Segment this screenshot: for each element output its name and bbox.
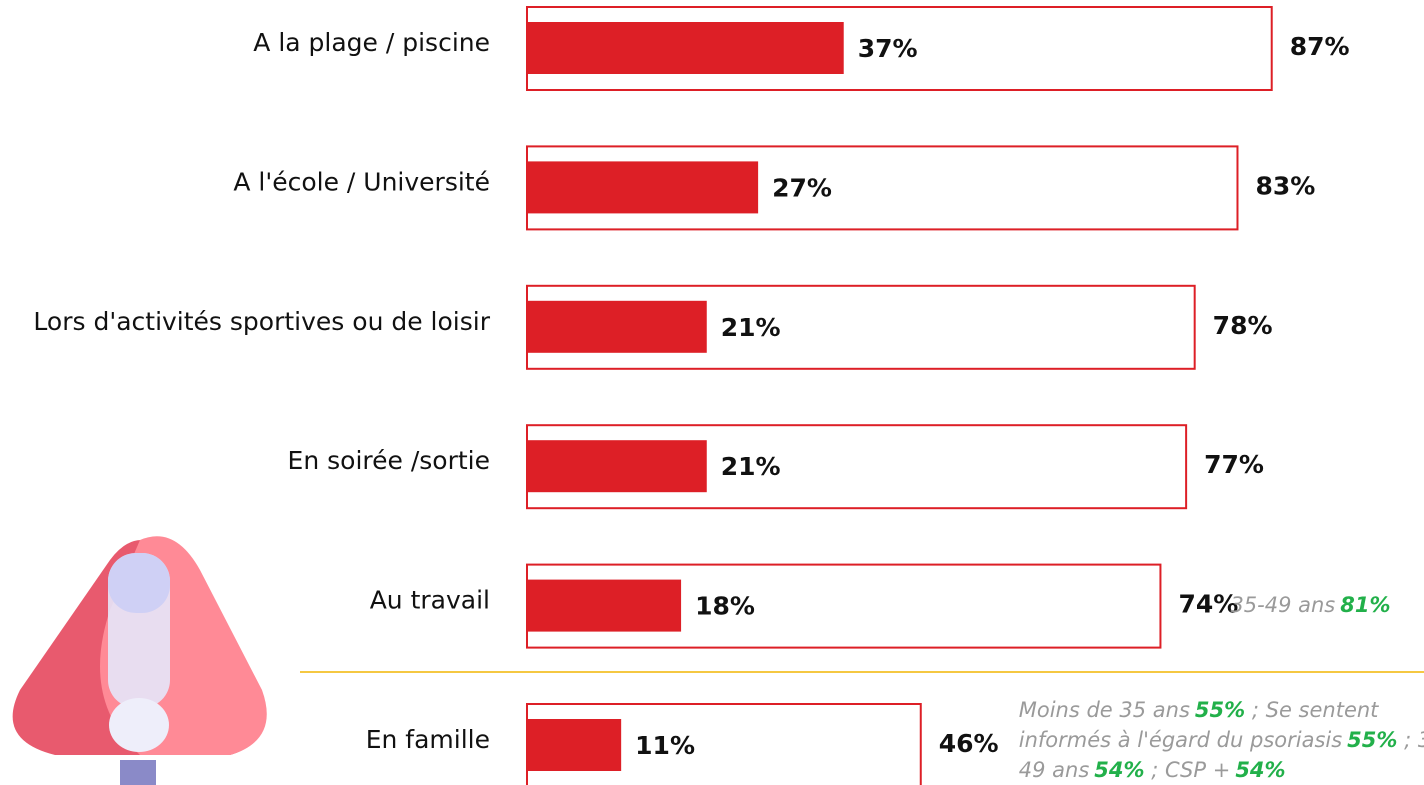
- annotation-text: ; 35-49 ans: [1018, 728, 1424, 782]
- annotation-value: 55%: [1347, 728, 1398, 752]
- value-label: 74%: [1178, 590, 1238, 619]
- bar-value: [527, 579, 682, 632]
- annotation-text: ; CSP +: [1151, 758, 1231, 782]
- category-label: A l'école / Université: [233, 167, 490, 196]
- value-label: 77%: [1204, 450, 1264, 479]
- value-label: 83%: [1255, 171, 1315, 200]
- value-label: 21%: [721, 313, 781, 342]
- annotation-text: ; Se sentent informés à l'égard du psori…: [1018, 698, 1379, 752]
- value-label: 37%: [858, 34, 918, 63]
- bar-value: [527, 719, 622, 771]
- value-label: 21%: [721, 452, 781, 481]
- annotation-text: Moins de 35 ans: [1018, 698, 1190, 722]
- annotation-text: 35-49 ans: [1230, 592, 1336, 617]
- value-label: 27%: [772, 173, 832, 202]
- annotation-value: 54%: [1235, 758, 1286, 782]
- category-label: A la plage / piscine: [253, 28, 490, 57]
- annotation: Moins de 35 ans 55% ; Se sentent informés…: [1019, 695, 1424, 785]
- warning-icon: [12, 536, 267, 785]
- bar-value: [527, 22, 844, 74]
- value-label: 46%: [939, 729, 999, 758]
- category-label: Au travail: [370, 586, 490, 615]
- category-label: En famille: [366, 725, 490, 754]
- bar-value: [527, 161, 759, 214]
- value-label: 11%: [635, 731, 695, 760]
- bar-value: [527, 300, 707, 353]
- annotation-value: 54%: [1094, 758, 1145, 782]
- category-label: En soirée /sortie: [288, 446, 490, 475]
- category-label: Lors d'activités sportives ou de loisir: [33, 307, 490, 336]
- annotation-value: 81%: [1340, 592, 1391, 617]
- annotation-value: 55%: [1194, 698, 1246, 722]
- bar-value: [527, 440, 707, 493]
- value-label: 87%: [1290, 32, 1350, 61]
- annotation: 35-49 ans 81%: [1230, 590, 1390, 620]
- value-label: 78%: [1213, 311, 1273, 340]
- value-label: 18%: [695, 592, 755, 621]
